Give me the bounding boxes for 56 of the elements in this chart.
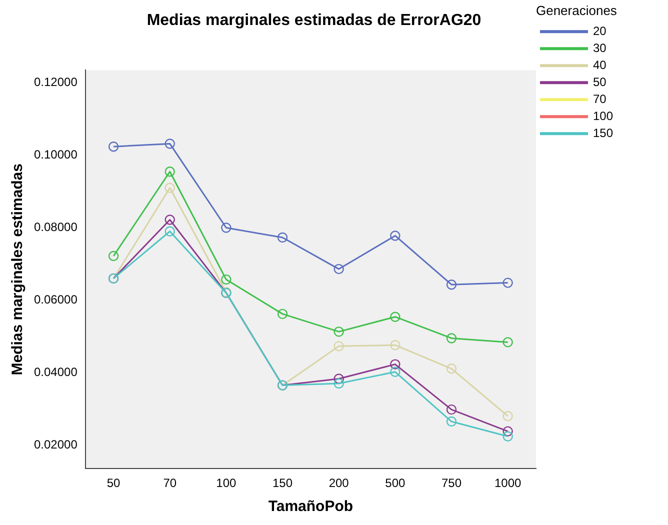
y-tick-label: 0.04000: [34, 364, 78, 379]
point: [502, 278, 513, 288]
point: [334, 378, 344, 389]
y-tick-label: 0.06000: [34, 292, 78, 306]
x-tick-label: 50: [106, 476, 121, 490]
legend-title: Generaciones: [536, 3, 618, 18]
legend-label: 100: [592, 108, 614, 123]
point: [334, 341, 344, 352]
point: [502, 337, 513, 348]
point: [108, 250, 119, 262]
point: [446, 364, 457, 374]
point: [164, 166, 175, 177]
y-tick-label: 0.12000: [34, 75, 78, 90]
point: [164, 226, 175, 236]
point: [334, 326, 344, 337]
point: [277, 308, 288, 320]
y-tick-label: 0.08000: [34, 220, 78, 234]
point: [502, 410, 513, 422]
point: [390, 340, 400, 350]
point: [390, 230, 400, 241]
legend-label: 150: [592, 126, 614, 140]
x-tick-label: 750: [441, 476, 462, 490]
point: [446, 416, 457, 427]
x-tick-label: 70: [163, 476, 177, 490]
point: [164, 138, 175, 149]
point: [390, 359, 400, 370]
point: [390, 366, 400, 377]
legend-label: 50: [592, 74, 607, 89]
point: [221, 274, 232, 285]
y-tick-label: 0.02000: [34, 437, 78, 452]
legend-label: 30: [592, 40, 607, 55]
chart-title: Medias marginales estimadas de ErrorAG20: [146, 12, 482, 30]
x-tick-label: 150: [272, 476, 293, 490]
legend-label: 40: [592, 58, 607, 72]
x-tick-label: 100: [216, 476, 237, 490]
point: [108, 142, 119, 152]
point: [164, 182, 175, 194]
point: [446, 404, 457, 415]
point: [221, 222, 232, 233]
point: [334, 374, 344, 384]
point: [277, 232, 288, 243]
x-tick-label: 500: [385, 476, 406, 490]
point: [446, 333, 457, 344]
point: [334, 264, 344, 274]
point: [390, 312, 400, 322]
legend-label: 20: [592, 24, 607, 38]
point: [446, 280, 457, 290]
point: [164, 214, 175, 225]
point: [502, 431, 513, 442]
x-axis-title: TamañoPob: [268, 498, 354, 516]
y-tick-label: 0.10000: [34, 148, 78, 162]
x-tick-label: 1000: [494, 476, 522, 490]
y-axis-title: Medias marginales estimadas: [9, 164, 26, 376]
point: [502, 426, 513, 436]
x-tick-label: 200: [328, 476, 350, 490]
legend-label: 70: [592, 92, 607, 106]
